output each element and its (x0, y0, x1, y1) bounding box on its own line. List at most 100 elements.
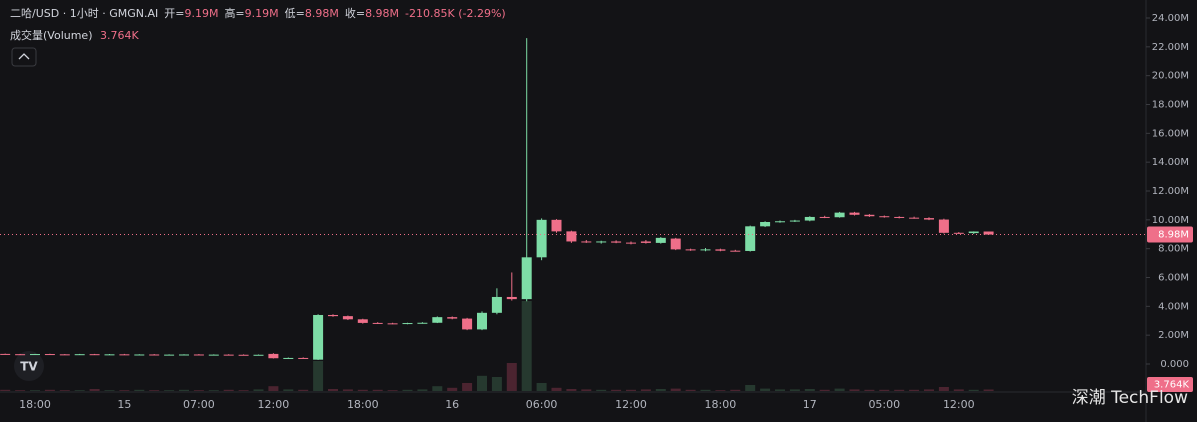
volume-tag-label: 3.764K (1154, 380, 1190, 391)
candle-body (849, 212, 860, 215)
candle-body (402, 323, 413, 325)
collapse-button[interactable] (11, 47, 37, 67)
candle-body (968, 231, 979, 234)
volume-bar (536, 383, 547, 391)
candle-body (193, 354, 204, 356)
y-tick-label: 22.00M (1152, 42, 1189, 53)
legend-header: 二哈/USD · 1小时 · GMGN.AI 开=9.19M 高=9.19M 低=8.… (10, 6, 506, 20)
volume-bar (313, 361, 324, 391)
readout-value: 8.98M (365, 7, 399, 20)
volume-bar (298, 389, 309, 391)
candle-body (834, 212, 845, 218)
candle-body (581, 241, 592, 243)
candle-body (566, 231, 577, 242)
candle-body (983, 231, 994, 235)
candle-body (15, 354, 26, 356)
candle-body (491, 296, 502, 313)
candle-body (730, 250, 741, 252)
volume-bar (491, 377, 502, 391)
volume-bar (253, 389, 264, 391)
volume-bar (238, 390, 249, 391)
volume-bar (715, 390, 726, 391)
readout-label: 低= (285, 7, 305, 20)
volume-bar (268, 386, 279, 391)
candle-body (655, 237, 666, 243)
candle-body (328, 314, 338, 317)
title-text: 二哈/USD · 1小时 · GMGN.AI (10, 7, 158, 20)
volume-bar (655, 389, 666, 391)
candle-body (596, 241, 607, 243)
volume-tag (1147, 377, 1193, 392)
candle-body (164, 354, 175, 356)
readout-label: 收= (345, 6, 365, 20)
volume-bar (89, 389, 100, 391)
y-tick-label: 4.00M (1158, 301, 1189, 312)
candle-body (775, 221, 785, 223)
candle-body (134, 354, 145, 356)
volume-bar (372, 389, 383, 391)
candle-body (104, 354, 115, 356)
collapse-icon (18, 53, 30, 60)
x-tick-label: 16 (445, 398, 459, 411)
volume-bar (44, 389, 55, 391)
candle-body (30, 354, 40, 356)
volume-bar (581, 389, 592, 391)
price-tag (1147, 226, 1193, 243)
candle-body (372, 322, 383, 324)
candle-body (387, 323, 398, 325)
volume-bar (134, 389, 145, 391)
volume-bar (417, 389, 428, 391)
candle-body (685, 249, 696, 251)
candle-body (700, 249, 711, 251)
chart-title: 二哈/USD · 1小时 · GMGN.AI 开=9.19M 高=9.19M 低=8.… (10, 6, 506, 20)
volume-bar (149, 390, 160, 391)
y-tick-label: 20.00M (1152, 71, 1189, 82)
volume-bar (775, 389, 785, 391)
volume-bar (685, 389, 696, 391)
volume-bar (730, 389, 741, 391)
readout-label: 高= (224, 6, 244, 20)
volume-bar (879, 389, 890, 391)
volume-bar (789, 389, 800, 391)
candle-body (179, 354, 189, 356)
volume-bar (938, 387, 949, 391)
candle-body (253, 354, 264, 356)
candle-body (59, 354, 70, 356)
x-tick-label: 07:00 (183, 398, 215, 411)
volume-bar (74, 390, 85, 391)
x-tick-label: 18:00 (347, 398, 379, 411)
x-tick-label: 12:00 (943, 398, 975, 411)
candle-body (521, 257, 532, 300)
volume-bar (193, 390, 204, 391)
candle-body (0, 353, 11, 355)
candle-body (357, 319, 368, 323)
volume-bar (447, 387, 458, 391)
volume-bar (179, 389, 189, 391)
volume-bar (983, 389, 994, 391)
x-tick-label: 18:00 (705, 398, 737, 411)
x-tick-label: 12:00 (615, 398, 647, 411)
readout-value: 9.19M (245, 7, 279, 20)
volume-bar (506, 363, 517, 391)
candle-body (432, 317, 443, 323)
volume-bar (968, 389, 979, 391)
candle-body (208, 354, 219, 356)
candle-body (268, 353, 279, 359)
volume-bar (819, 389, 830, 391)
x-tick-label: 05:00 (868, 398, 900, 411)
y-tick-label: 16.00M (1152, 128, 1189, 139)
candle-body (804, 216, 815, 221)
candle-body (89, 354, 100, 356)
candle-body (313, 314, 324, 360)
logo-mark: TV (20, 360, 38, 374)
readout-value: 8.98M (305, 7, 339, 20)
candle-body (417, 322, 428, 324)
volume-bar (700, 389, 711, 391)
candle-body (551, 219, 562, 232)
candle-body (938, 219, 949, 233)
candle-body (149, 354, 160, 356)
candle-body (819, 216, 830, 218)
watermark: 深潮 TechFlow (1072, 388, 1188, 408)
volume-bar (208, 390, 219, 391)
volume-bar (834, 388, 845, 391)
